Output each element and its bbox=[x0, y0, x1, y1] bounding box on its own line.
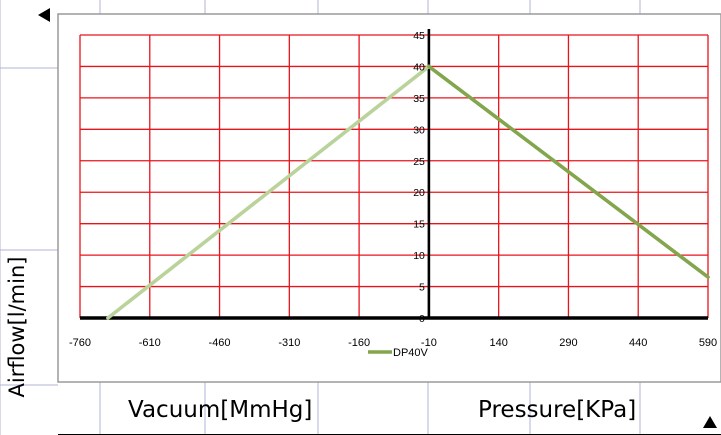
series-line-vacuum bbox=[106, 64, 431, 320]
x-tick-label: -310 bbox=[278, 337, 300, 349]
series-line-pressure bbox=[427, 64, 710, 279]
x-axis-label-vacuum: Vacuum[MmHg] bbox=[128, 397, 313, 423]
x-tick-label: -160 bbox=[348, 337, 370, 349]
x-tick-label: 590 bbox=[699, 337, 717, 349]
x-axis-label-pressure: Pressure[KPa] bbox=[478, 397, 637, 423]
plot-frame bbox=[57, 13, 721, 383]
x-tick-label: 440 bbox=[629, 337, 647, 349]
y-tick-label: 30 bbox=[413, 124, 425, 136]
x-tick-label: 140 bbox=[489, 337, 507, 349]
y-tick-label: 45 bbox=[413, 30, 425, 42]
y-tick-label: 25 bbox=[413, 156, 425, 168]
y-axis-label: Airflow[l/min] bbox=[5, 256, 29, 398]
x-tick-label: -760 bbox=[69, 337, 91, 349]
legend-label: DP40V bbox=[393, 347, 429, 359]
x-tick-labels: -760 -610 -460 -310 -160 -10 140 290 440 590 bbox=[69, 337, 717, 349]
y-tick-label: 5 bbox=[419, 282, 425, 294]
y-tick-label: 40 bbox=[413, 61, 425, 73]
y-tick-label: 35 bbox=[413, 93, 425, 105]
up-arrow-icon bbox=[703, 416, 717, 428]
series-lines bbox=[106, 64, 710, 320]
x-tick-label: -10 bbox=[421, 337, 437, 349]
y-tick-label: 10 bbox=[413, 250, 425, 262]
grid-lines bbox=[79, 34, 709, 319]
y-tick-label: 20 bbox=[413, 187, 425, 199]
left-arrow-icon bbox=[38, 8, 50, 22]
y-tick-labels: 0 5 10 15 20 25 30 35 40 45 bbox=[413, 30, 425, 325]
y-tick-label: 15 bbox=[413, 219, 425, 231]
legend: DP40V bbox=[368, 347, 429, 359]
y-tick-label: 0 bbox=[419, 313, 425, 325]
axes bbox=[80, 29, 708, 320]
x-tick-label: -610 bbox=[139, 337, 161, 349]
x-tick-label: 290 bbox=[559, 337, 577, 349]
x-tick-label: -460 bbox=[209, 337, 231, 349]
